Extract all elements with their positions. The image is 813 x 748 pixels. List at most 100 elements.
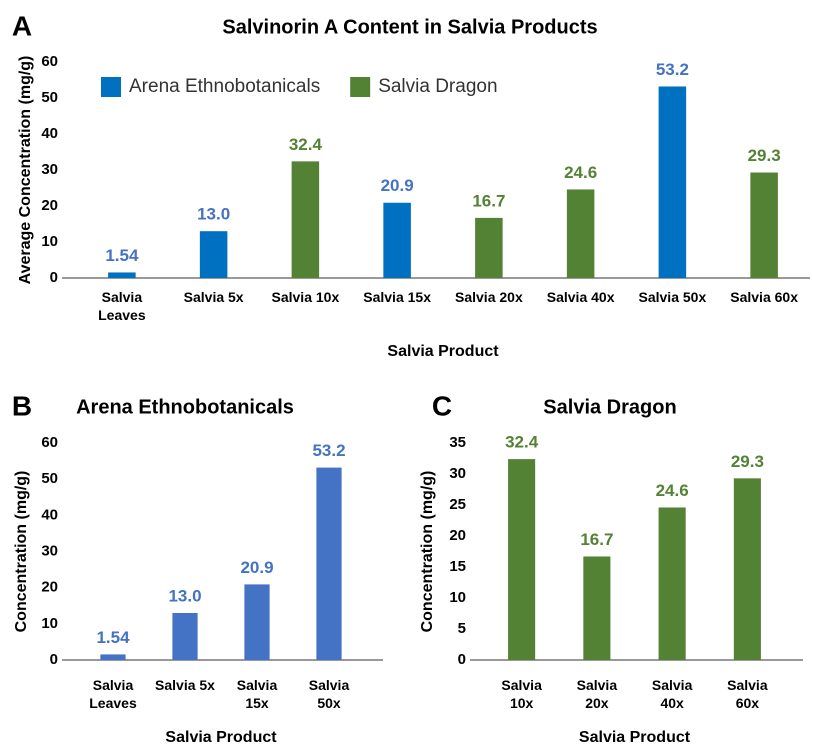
- x-tick-label: Salvia 10x: [501, 677, 542, 711]
- legend-swatch: [350, 77, 371, 97]
- chart-title: Salvinorin A Content in Salvia Products: [222, 16, 597, 38]
- y-tick-label: 0: [50, 269, 58, 286]
- y-tick-label: 40: [41, 506, 58, 523]
- x-tick-label-box: Salvia 60x: [727, 677, 768, 711]
- y-tick-label: 0: [458, 651, 466, 668]
- x-tick-label: Salvia 15x: [363, 289, 431, 305]
- bar: [508, 459, 536, 660]
- y-tick-label: 10: [449, 589, 466, 606]
- x-tick-label: Salvia 40x: [651, 677, 693, 711]
- value-label: 16.7: [580, 530, 613, 549]
- x-tick-label: Salvia Leaves: [89, 677, 137, 711]
- y-axis-label: Average Concentration (mg/g): [17, 56, 34, 285]
- x-tick-label: Salvia 60x: [730, 289, 798, 305]
- value-label: 32.4: [289, 135, 323, 154]
- y-axis-label: Concentration (mg/g): [419, 471, 436, 633]
- y-tick-label: 30: [41, 161, 58, 178]
- bar: [244, 584, 270, 660]
- x-tick-label-box: Salvia Leaves: [98, 289, 146, 323]
- y-axis-label: Concentration (mg/g): [13, 471, 30, 633]
- bar: [291, 161, 320, 278]
- value-label: 29.3: [748, 146, 781, 165]
- x-tick-label-box: Salvia 40x: [546, 289, 615, 305]
- panel-letter: A: [12, 10, 32, 41]
- legend-swatch: [101, 77, 121, 97]
- bar: [316, 467, 342, 660]
- bar: [583, 556, 611, 660]
- x-tick-label-box: Salvia 5x: [155, 677, 215, 693]
- bar: [172, 612, 198, 660]
- bar: [100, 654, 126, 660]
- chart-title: Salvia Dragon: [543, 396, 676, 418]
- x-tick-label-box: Salvia 20x: [576, 677, 618, 711]
- x-tick-label-box: Salvia 10x: [501, 677, 542, 711]
- value-label: 1.54: [96, 628, 130, 647]
- y-tick-label: 30: [41, 542, 58, 559]
- y-tick-label: 15: [449, 558, 466, 575]
- bar: [658, 86, 687, 278]
- value-label: 16.7: [472, 191, 505, 210]
- value-label: 20.9: [381, 176, 414, 195]
- x-tick-label: Salvia 20x: [455, 289, 523, 305]
- x-tick-label-box: Salvia 15x: [363, 289, 431, 305]
- y-tick-label: 20: [41, 197, 58, 214]
- x-tick-label-box: Salvia 40x: [651, 677, 693, 711]
- value-label: 13.0: [168, 586, 201, 605]
- x-tick-label-box: Salvia 15x: [237, 677, 277, 711]
- x-tick-label-box: Salvia Leaves: [89, 677, 137, 711]
- bar: [750, 172, 778, 278]
- x-tick-label: Salvia 20x: [576, 677, 618, 711]
- value-label: 29.3: [731, 452, 764, 471]
- bar: [383, 202, 411, 278]
- value-label: 24.6: [656, 481, 689, 500]
- bar: [199, 231, 228, 278]
- x-tick-label: Salvia 5x: [183, 289, 244, 305]
- y-tick-label: 30: [449, 465, 466, 482]
- y-tick-label: 25: [449, 496, 466, 513]
- x-tick-label: Salvia 50x: [638, 289, 707, 305]
- y-tick-label: 10: [41, 233, 58, 250]
- x-tick-label-box: Salvia 50x: [638, 289, 707, 305]
- panel-letter: B: [12, 390, 32, 421]
- x-tick-label-box: Salvia 20x: [455, 289, 523, 305]
- x-axis-label: Salvia Product: [579, 729, 691, 746]
- y-tick-label: 60: [41, 434, 58, 451]
- bar: [475, 217, 503, 278]
- x-tick-label-box: Salvia 10x: [271, 289, 340, 305]
- x-tick-label-box: Salvia 50x: [308, 677, 350, 711]
- x-tick-label: Salvia Leaves: [98, 289, 146, 323]
- panel-letter: C: [432, 390, 452, 421]
- bar: [566, 189, 595, 278]
- x-tick-label: Salvia 10x: [271, 289, 340, 305]
- bar: [733, 478, 761, 660]
- y-tick-label: 20: [41, 579, 58, 596]
- value-label: 13.0: [197, 205, 230, 224]
- x-axis-label: Salvia Product: [387, 343, 499, 360]
- value-label: 53.2: [312, 441, 345, 460]
- chart-title: Arena Ethnobotanicals: [76, 396, 294, 418]
- value-label: 53.2: [656, 60, 689, 79]
- bar: [658, 507, 686, 660]
- y-tick-label: 60: [41, 53, 58, 70]
- x-tick-label: Salvia 40x: [546, 289, 615, 305]
- value-label: 1.54: [105, 246, 139, 265]
- y-tick-label: 20: [449, 527, 466, 544]
- y-tick-label: 40: [41, 125, 58, 142]
- x-tick-label: Salvia 50x: [308, 677, 350, 711]
- y-tick-label: 35: [449, 434, 466, 451]
- value-label: 24.6: [564, 163, 597, 182]
- value-label: 20.9: [240, 558, 273, 577]
- x-tick-label-box: Salvia 60x: [730, 289, 798, 305]
- x-tick-label: Salvia 5x: [155, 677, 215, 693]
- y-tick-label: 5: [458, 620, 466, 637]
- value-label: 32.4: [505, 433, 539, 452]
- x-tick-label-box: Salvia 5x: [183, 289, 244, 305]
- y-tick-label: 50: [41, 89, 58, 106]
- y-tick-label: 50: [41, 470, 58, 487]
- bar: [108, 272, 136, 278]
- x-axis-label: Salvia Product: [165, 729, 277, 746]
- legend-label: Salvia Dragon: [378, 76, 497, 97]
- x-tick-label: Salvia 60x: [727, 677, 768, 711]
